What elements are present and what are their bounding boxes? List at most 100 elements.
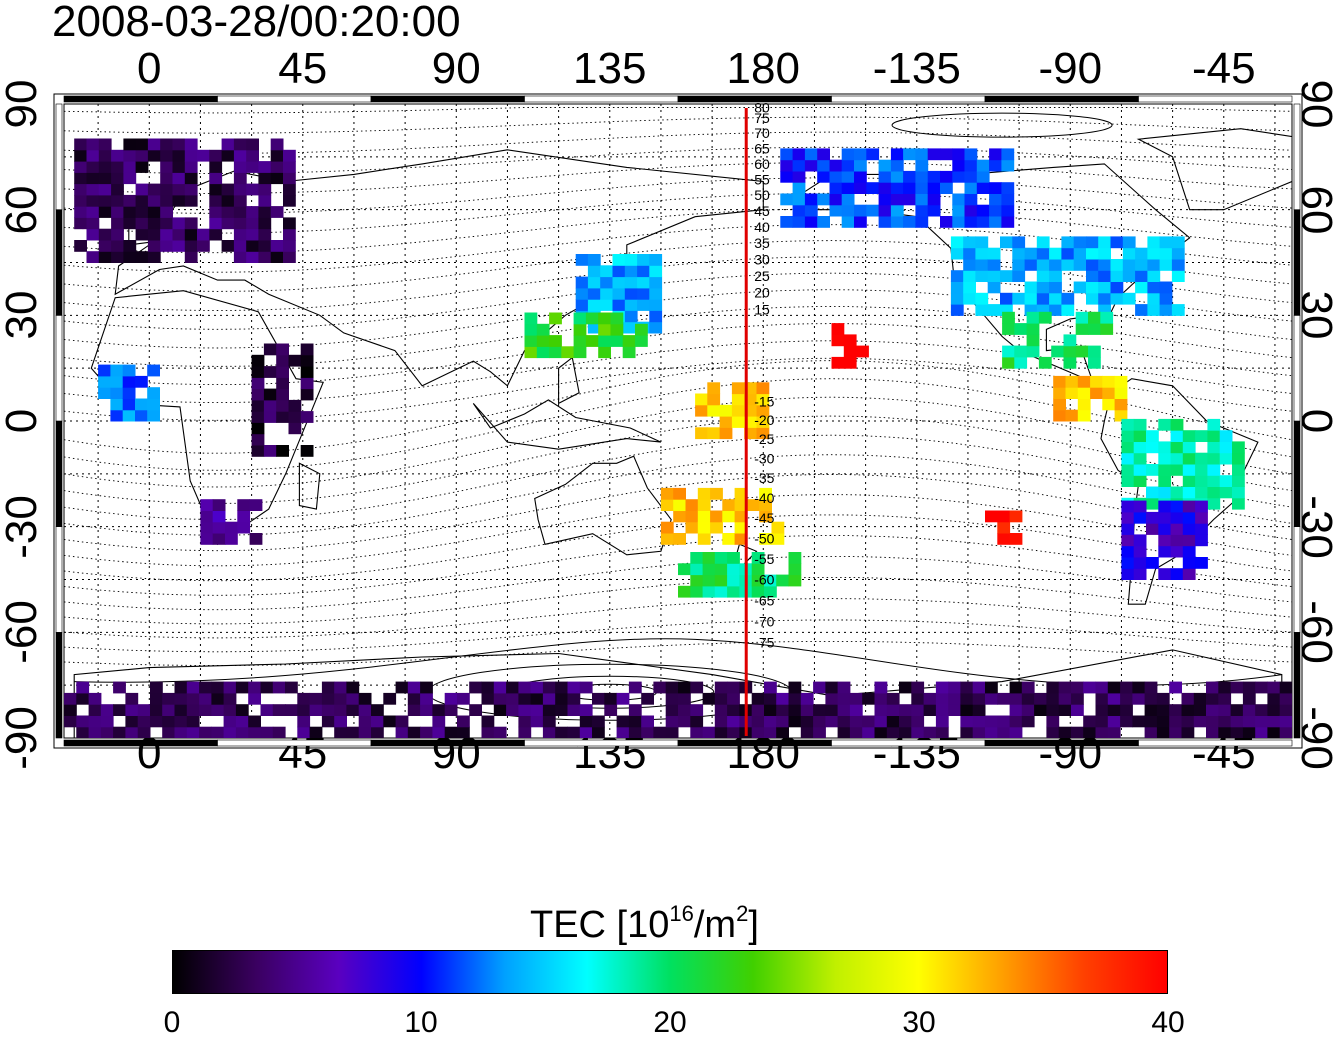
tec-cell	[1061, 304, 1075, 316]
tec-cell	[862, 715, 875, 728]
tec-cell	[260, 681, 274, 694]
tec-cell	[221, 138, 235, 151]
tec-cell	[86, 251, 100, 263]
tec-cell	[776, 692, 789, 705]
tec-cell	[481, 715, 495, 728]
tec-cell	[160, 138, 173, 151]
tec-cell	[935, 726, 949, 738]
tec-cell	[587, 254, 601, 266]
tec-cell	[1219, 486, 1233, 499]
map-frame	[53, 93, 1303, 749]
tec-cell	[135, 228, 149, 241]
mag-lat-line	[64, 598, 1292, 639]
tec-cell	[935, 692, 949, 705]
tec-cell	[660, 499, 674, 511]
tec-cell	[110, 375, 124, 388]
coastline	[298, 462, 321, 510]
mag-lat-label: 80	[754, 100, 770, 116]
tec-cell	[530, 704, 544, 716]
tec-cell	[506, 681, 519, 694]
bottom-lon-tick: 45	[278, 729, 328, 778]
tec-cell	[160, 240, 173, 252]
tec-cell	[759, 499, 772, 511]
tec-cell	[1036, 292, 1050, 305]
tec-cell	[707, 427, 721, 440]
tec-cell	[702, 563, 716, 576]
mag-lat-label: 55	[754, 171, 770, 187]
tec-cell	[987, 259, 1001, 271]
tec-cell	[964, 170, 978, 183]
tec-cell	[972, 681, 986, 694]
tec-cell	[135, 409, 148, 422]
tec-cell	[1255, 726, 1268, 738]
tec-cell	[186, 692, 200, 705]
tec-cell	[147, 206, 161, 218]
tec-cell	[927, 182, 941, 194]
tec-cell	[727, 692, 740, 705]
tec-cell	[246, 149, 259, 162]
tec-cell	[678, 585, 691, 598]
tec-cell	[987, 304, 1001, 316]
tec-cell	[235, 726, 249, 738]
tec-cell	[960, 681, 974, 694]
tec-cell	[160, 161, 173, 173]
tec-cell	[123, 251, 137, 263]
tec-cell	[637, 254, 650, 266]
tec-cell	[960, 704, 974, 716]
tec-cell	[346, 726, 360, 738]
tec-cell	[1012, 270, 1026, 282]
tec-cell	[1001, 216, 1015, 228]
tec-cell	[76, 692, 90, 705]
tec-cell	[585, 335, 599, 347]
tec-cell	[1158, 568, 1172, 580]
tec-cell	[1049, 292, 1062, 305]
tec-cell	[233, 240, 247, 252]
tec-cell	[123, 206, 137, 218]
tec-cell	[150, 704, 163, 716]
tec-cell	[64, 704, 77, 716]
tec-cell	[690, 574, 704, 587]
tec-cell	[147, 240, 161, 252]
tec-cell	[1230, 726, 1244, 738]
tec-cell	[258, 217, 272, 230]
tec-cell	[383, 715, 397, 728]
tec-cell	[746, 499, 760, 511]
tec-cell	[172, 161, 186, 173]
tec-cell	[764, 681, 777, 694]
tec-cell	[549, 312, 562, 325]
tec-cell	[111, 172, 124, 185]
tec-cell	[1132, 681, 1146, 694]
tec-cell	[98, 206, 112, 218]
tec-cell	[1193, 692, 1207, 705]
tec-cell	[1114, 409, 1128, 422]
tec-cell	[690, 563, 704, 576]
tec-cell	[270, 149, 284, 162]
top-lon-tick: 45	[278, 44, 328, 93]
tec-cell	[1195, 486, 1208, 499]
tec-cell	[1135, 304, 1148, 316]
tec-cell	[248, 715, 261, 728]
mag-lat-label: 35	[754, 235, 770, 251]
tec-cell	[561, 346, 575, 359]
tec-cell	[1122, 236, 1136, 249]
tec-cell	[1267, 715, 1281, 728]
tec-cell	[297, 715, 311, 728]
tec-cell	[950, 292, 964, 305]
tec-cell	[1232, 486, 1245, 499]
tec-cell	[997, 726, 1011, 738]
tec-cell	[283, 217, 296, 230]
tec-cell	[186, 715, 200, 728]
tec-cell	[727, 726, 740, 738]
tec-cell	[567, 692, 581, 705]
tec-cell	[950, 270, 964, 282]
tec-cell	[209, 149, 223, 162]
tec-cell	[960, 715, 974, 728]
tec-cell	[246, 183, 259, 196]
tec-cell	[843, 345, 857, 358]
tec-cell	[209, 194, 223, 207]
tec-cell	[759, 487, 772, 500]
tec-cell	[567, 726, 581, 738]
tec-cell	[1147, 270, 1161, 282]
tec-cell	[1146, 430, 1159, 442]
tec-cell	[1036, 304, 1050, 316]
